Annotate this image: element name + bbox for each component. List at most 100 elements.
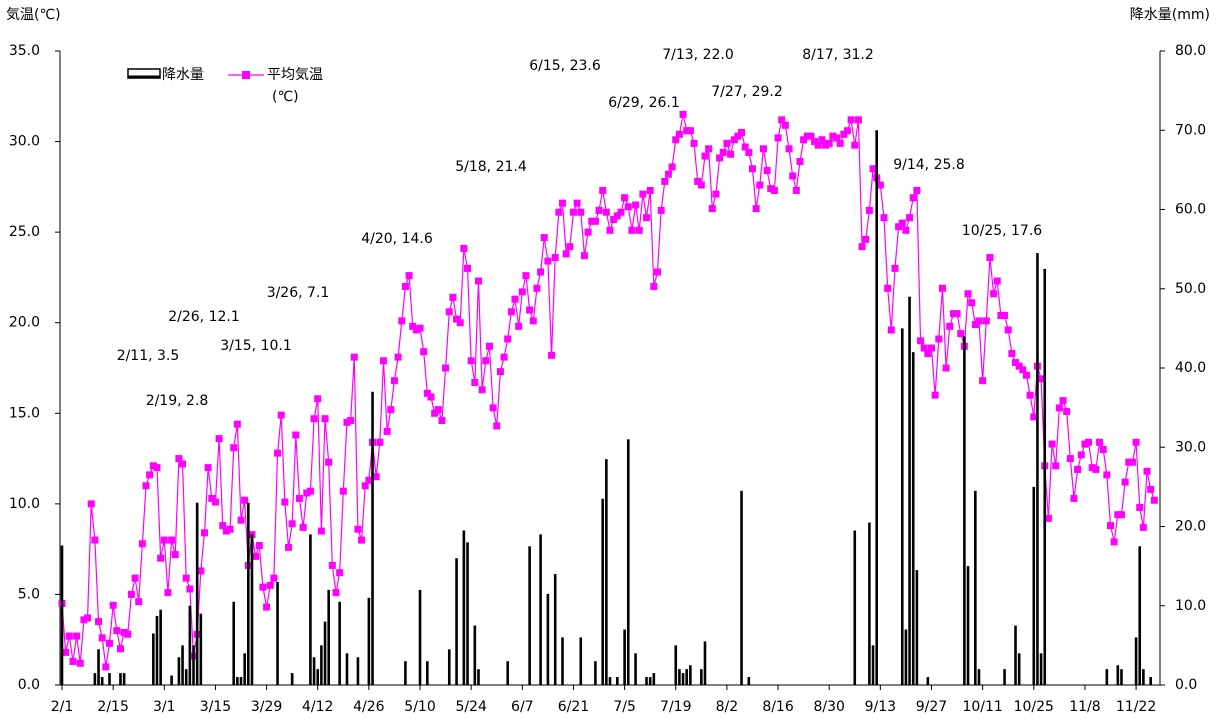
- precipitation-bar: [1017, 653, 1021, 685]
- x-tick-label: 5/10: [404, 699, 435, 715]
- x-tick-label: 11/8: [1069, 699, 1100, 715]
- y2-axis-label: 降水量(mm): [1130, 7, 1210, 23]
- precipitation-bar: [908, 296, 911, 685]
- temperature-marker: [778, 116, 786, 124]
- precipitation-bar: [345, 653, 349, 685]
- temperature-marker: [555, 208, 563, 216]
- temperature-marker: [748, 165, 756, 173]
- precipitation-bar: [868, 522, 871, 685]
- temperature-marker: [157, 554, 165, 562]
- precipitation-bar: [155, 616, 159, 685]
- temperature-marker: [350, 353, 358, 361]
- temperature-marker: [957, 330, 965, 338]
- temperature-marker: [434, 406, 442, 414]
- temperature-marker: [423, 389, 431, 397]
- temperature-marker: [478, 386, 486, 394]
- precipitation-bar: [243, 653, 246, 685]
- annotation: 2/11, 3.5: [117, 348, 180, 364]
- temperature-marker: [993, 277, 1001, 285]
- temperature-marker: [1128, 458, 1136, 466]
- precipitation-bar: [477, 669, 480, 685]
- y-tick-label: 15.0: [9, 405, 40, 421]
- annotation: 4/20, 14.6: [361, 231, 433, 247]
- precipitation-bar: [418, 589, 422, 685]
- precipitation-bar: [608, 677, 612, 685]
- temperature-marker: [902, 226, 910, 234]
- temperature-marker: [734, 132, 742, 140]
- temperature-marker: [836, 139, 844, 147]
- legend-label: 降水量: [162, 67, 204, 83]
- x-tick-label: 5/24: [455, 699, 487, 715]
- precipitation-bar: [108, 673, 111, 685]
- temperature-marker: [526, 306, 534, 314]
- temperature-marker: [303, 489, 311, 497]
- precipitation-bar: [1116, 665, 1120, 685]
- annotation: 7/27, 29.2: [711, 84, 783, 100]
- temperature-marker: [73, 632, 81, 640]
- precipitation-bar: [473, 625, 477, 685]
- temperature-marker: [876, 181, 884, 189]
- precipitation-bar: [367, 597, 371, 685]
- temperature-marker: [1110, 538, 1118, 546]
- precipitation-bar: [681, 673, 685, 685]
- precipitation-bar: [561, 637, 564, 685]
- temperature-marker: [281, 498, 289, 506]
- temperature-marker: [464, 264, 472, 272]
- temperature-marker: [895, 223, 903, 231]
- temperature-marker: [1088, 464, 1096, 472]
- temperature-marker: [179, 460, 187, 468]
- temperature-marker: [887, 326, 895, 334]
- temperature-marker: [935, 335, 943, 343]
- temperature-marker: [314, 395, 322, 403]
- temperature-marker: [997, 311, 1005, 319]
- temperature-marker: [1132, 438, 1140, 446]
- precipitation-bar: [1032, 486, 1036, 685]
- precipitation-bar: [181, 645, 184, 685]
- temperature-marker: [1103, 471, 1111, 479]
- precipitation-bar: [320, 645, 323, 685]
- temperature-marker: [705, 145, 713, 153]
- precipitation-bar: [236, 677, 239, 685]
- precipitation-bar: [740, 490, 743, 685]
- precipitation-bar: [911, 352, 915, 685]
- temperature-marker: [675, 130, 683, 138]
- temperature-marker: [409, 322, 417, 330]
- temperature-marker: [588, 217, 596, 225]
- temperature-marker: [533, 284, 541, 292]
- x-tick-label: 9/13: [865, 699, 896, 715]
- temperature-marker: [968, 299, 976, 307]
- temperature-marker: [946, 322, 954, 330]
- temperature-marker: [168, 536, 176, 544]
- temperature-marker: [727, 150, 735, 158]
- precipitation-bar: [327, 589, 330, 685]
- annotation: 7/13, 22.0: [662, 47, 734, 63]
- precipitation-bar: [199, 613, 203, 685]
- temperature-marker: [690, 139, 698, 147]
- temperature-marker: [482, 357, 490, 365]
- x-tick-label: 9/27: [916, 699, 947, 715]
- y2-tick-label: 30.0: [1175, 439, 1206, 455]
- precipitation-bar: [634, 653, 637, 685]
- temperature-marker: [1121, 478, 1129, 486]
- temperature-marker: [781, 121, 789, 129]
- precipitation-bar: [159, 609, 162, 685]
- precipitation-bar: [188, 605, 192, 685]
- precipitation-bar: [1120, 669, 1123, 685]
- annotation: 5/18, 21.4: [455, 159, 527, 175]
- precipitation-bar: [338, 601, 341, 685]
- temperature-marker: [1092, 465, 1100, 473]
- temperature-marker: [401, 282, 409, 290]
- temperature-marker: [288, 520, 296, 528]
- precipitation-bar: [594, 661, 597, 685]
- temperature-marker: [471, 378, 479, 386]
- temperature-marker: [639, 190, 647, 198]
- temperature-marker: [259, 583, 267, 591]
- temperature-marker: [237, 516, 245, 524]
- temperature-marker: [584, 228, 592, 236]
- temperature-marker: [767, 185, 775, 193]
- temperature-marker: [862, 235, 870, 243]
- temperature-marker: [474, 277, 482, 285]
- temperature-marker: [1136, 503, 1144, 511]
- temperature-marker: [127, 590, 135, 598]
- precipitation-bar: [1014, 625, 1017, 685]
